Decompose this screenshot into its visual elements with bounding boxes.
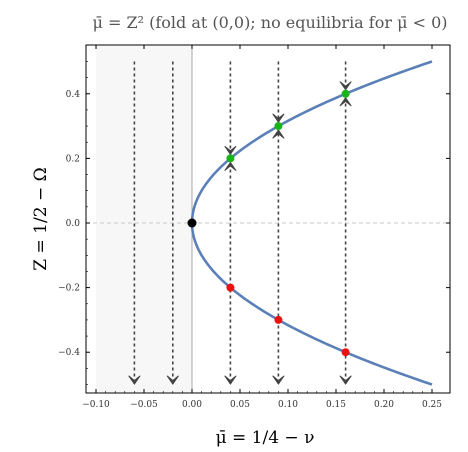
unstable-equilibrium-point [341, 348, 350, 357]
flow-arrow-down-5 [272, 375, 285, 385]
plot-frame [85, 44, 451, 394]
y-tick-label: 0.0 [66, 219, 81, 229]
stable-equilibrium-point [226, 154, 235, 163]
flow-arrow-converge-bottom-4 [272, 129, 285, 139]
y-tick-label: 0.2 [66, 154, 80, 164]
flow-arrow-converge-top-6 [339, 81, 352, 91]
fold-point [187, 218, 197, 228]
flow-arrow-converge-bottom-2 [224, 161, 237, 171]
x-tick-label: 0.00 [182, 400, 202, 410]
flow-arrow-converge-bottom-6 [339, 97, 352, 107]
stable-equilibrium-point [274, 122, 283, 131]
y-tick-label: 0.4 [66, 90, 81, 100]
x-tick-label: 0.05 [230, 400, 250, 410]
no-equilibria-region [96, 46, 192, 392]
flow-arrow-down-3 [224, 375, 237, 385]
x-tick-label: 0.10 [278, 400, 298, 410]
y-tick-label: −0.2 [58, 284, 80, 294]
unstable-equilibrium-point [226, 283, 235, 292]
x-tick-label: 0.20 [374, 400, 394, 410]
x-tick-label: −0.10 [82, 400, 110, 410]
y-axis-label: Z = 1/2 − Ω [31, 167, 51, 270]
stable-equilibrium-point [341, 89, 350, 98]
x-tick-label: −0.05 [130, 400, 158, 410]
chart-title: μ̄ = Z² (fold at (0,0); no equilibria fo… [92, 13, 447, 32]
flow-arrow-converge-top-4 [272, 113, 285, 123]
flow-arrow-down-1 [166, 375, 179, 385]
y-tick-label: −0.4 [58, 348, 80, 358]
flow-arrow-down-7 [339, 375, 352, 385]
x-tick-label: 0.25 [422, 400, 442, 410]
unstable-equilibrium-point [274, 315, 283, 324]
x-axis-label: μ̄ = 1/4 − ν [216, 428, 315, 448]
flow-arrow-down-0 [128, 375, 141, 385]
flow-arrow-converge-top-2 [224, 145, 237, 155]
x-tick-label: 0.15 [326, 400, 346, 410]
